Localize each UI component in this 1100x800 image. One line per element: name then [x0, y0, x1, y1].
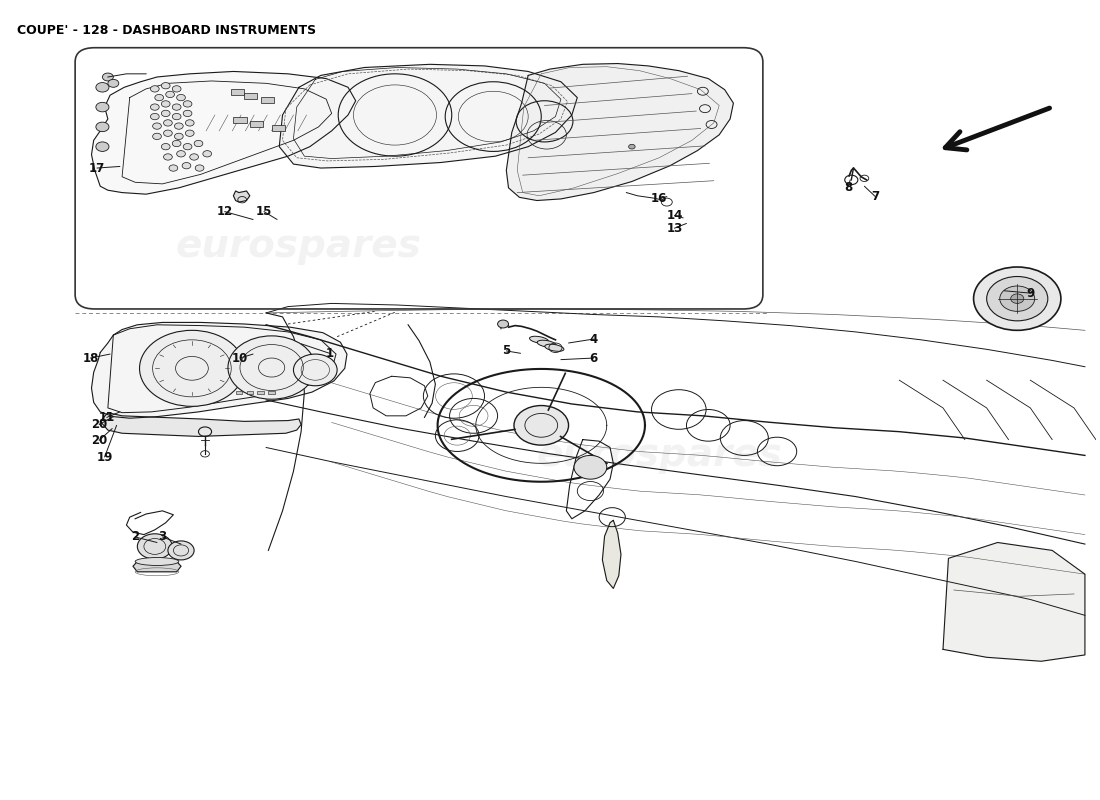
Circle shape [177, 150, 186, 157]
Circle shape [173, 86, 182, 92]
Circle shape [974, 267, 1060, 330]
Circle shape [294, 354, 337, 386]
Circle shape [186, 130, 194, 136]
Circle shape [96, 142, 109, 151]
Circle shape [189, 154, 198, 160]
Circle shape [497, 320, 508, 328]
Text: 1: 1 [326, 346, 333, 360]
Circle shape [164, 130, 173, 136]
Text: 19: 19 [97, 450, 113, 463]
Polygon shape [100, 413, 301, 437]
Circle shape [175, 123, 184, 130]
Polygon shape [91, 71, 355, 194]
Text: 3: 3 [158, 530, 166, 543]
Bar [246, 391, 253, 394]
Bar [257, 391, 264, 394]
Bar [250, 121, 263, 127]
Text: 12: 12 [217, 205, 233, 218]
Circle shape [195, 165, 204, 171]
Bar [261, 97, 274, 103]
Circle shape [173, 140, 182, 146]
Text: 5: 5 [503, 345, 510, 358]
Bar [235, 391, 242, 394]
Circle shape [168, 541, 194, 560]
Text: 4: 4 [590, 333, 597, 346]
Text: 16: 16 [651, 193, 668, 206]
Circle shape [173, 104, 182, 110]
Text: 6: 6 [590, 351, 597, 365]
Ellipse shape [529, 336, 549, 343]
Text: COUPE' - 128 - DASHBOARD INSTRUMENTS: COUPE' - 128 - DASHBOARD INSTRUMENTS [18, 24, 317, 37]
Text: 13: 13 [667, 222, 683, 234]
Circle shape [175, 134, 184, 139]
Circle shape [186, 120, 194, 126]
Text: 20: 20 [91, 434, 108, 447]
Text: 17: 17 [89, 162, 106, 174]
Text: 14: 14 [667, 209, 683, 222]
Circle shape [151, 114, 160, 120]
Circle shape [574, 455, 607, 479]
Bar [272, 125, 285, 131]
Polygon shape [279, 64, 578, 168]
Circle shape [164, 120, 173, 126]
Circle shape [96, 102, 109, 112]
Circle shape [153, 134, 162, 139]
Circle shape [151, 104, 160, 110]
Bar [231, 89, 244, 95]
Polygon shape [133, 562, 182, 572]
Text: 2: 2 [131, 530, 140, 543]
Ellipse shape [537, 340, 557, 347]
Bar [244, 93, 257, 99]
Circle shape [140, 330, 244, 406]
Circle shape [184, 101, 191, 107]
Polygon shape [603, 520, 622, 589]
Text: 11: 11 [99, 411, 114, 424]
Text: 18: 18 [82, 351, 99, 365]
Circle shape [151, 86, 160, 92]
Circle shape [184, 110, 191, 117]
Text: 10: 10 [232, 351, 249, 365]
Circle shape [194, 140, 202, 146]
Circle shape [96, 122, 109, 132]
Circle shape [183, 162, 190, 169]
Circle shape [162, 143, 170, 150]
Circle shape [228, 336, 316, 399]
Text: 15: 15 [256, 205, 272, 218]
Text: eurospares: eurospares [176, 226, 421, 265]
Circle shape [202, 150, 211, 157]
Circle shape [162, 82, 170, 89]
Circle shape [987, 277, 1048, 321]
Text: 7: 7 [871, 190, 879, 203]
Circle shape [169, 165, 178, 171]
Text: 8: 8 [844, 181, 852, 194]
Polygon shape [91, 322, 346, 418]
Circle shape [138, 534, 173, 559]
Polygon shape [506, 63, 734, 201]
Circle shape [164, 154, 173, 160]
Circle shape [153, 123, 162, 130]
Circle shape [166, 91, 175, 98]
Circle shape [108, 79, 119, 87]
Circle shape [177, 94, 186, 101]
Circle shape [162, 110, 170, 117]
Text: 9: 9 [1026, 286, 1034, 300]
Text: 20: 20 [91, 418, 108, 431]
Circle shape [1011, 294, 1024, 303]
Polygon shape [943, 542, 1085, 662]
Circle shape [162, 101, 170, 107]
Circle shape [1000, 286, 1035, 311]
Circle shape [102, 73, 113, 81]
Circle shape [514, 406, 569, 445]
Polygon shape [233, 191, 250, 202]
Bar [268, 391, 275, 394]
Ellipse shape [135, 558, 179, 566]
Circle shape [155, 94, 164, 101]
Ellipse shape [544, 344, 564, 351]
Circle shape [173, 114, 182, 120]
Text: eurospares: eurospares [537, 437, 782, 474]
Circle shape [184, 143, 191, 150]
Circle shape [628, 144, 635, 149]
Circle shape [96, 82, 109, 92]
Bar [233, 117, 246, 123]
